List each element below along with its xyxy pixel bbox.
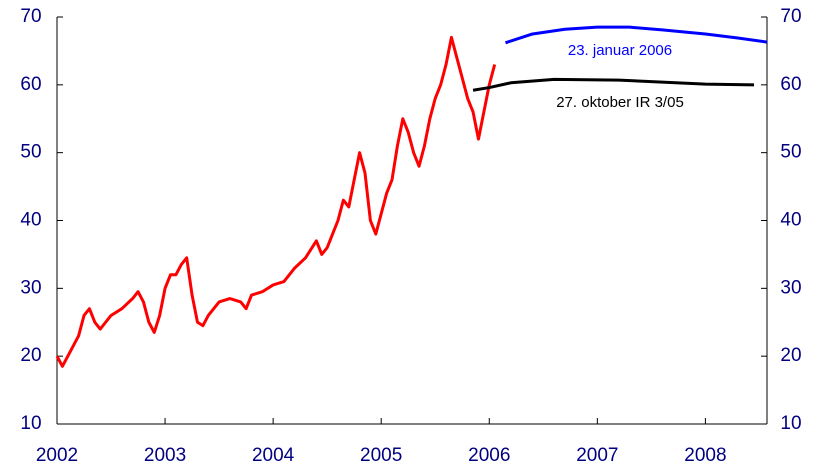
y2-tick-label: 30: [780, 277, 801, 298]
y2-tick-label: 10: [780, 413, 801, 434]
y2-tick-label: 20: [780, 345, 801, 366]
x-tick-label: 2006: [468, 445, 510, 466]
line: [55, 35, 497, 368]
line: [472, 77, 755, 92]
line: [505, 25, 768, 45]
x-tick-label: 2007: [576, 445, 618, 466]
annotation: 27. oktober IR 3/05: [556, 94, 684, 111]
y-tick-label: 20: [20, 345, 41, 366]
x-tick-label: 2004: [252, 445, 295, 466]
x-tick-label: 2003: [144, 445, 186, 466]
y-tick-label: 50: [20, 142, 41, 163]
y-tick-label: 40: [20, 210, 41, 231]
y-tick-label: 70: [20, 6, 41, 27]
y2-tick-label: 70: [780, 6, 801, 27]
y-tick-label: 30: [20, 277, 41, 298]
y2-tick-label: 50: [780, 142, 801, 163]
y-tick-label: 60: [20, 74, 41, 95]
x-tick-label: 2002: [36, 445, 78, 466]
x-tick-label: 2005: [360, 445, 402, 466]
y2-tick-label: 60: [780, 74, 801, 95]
y2-tick-label: 40: [780, 210, 801, 231]
x-tick-label: 2008: [684, 445, 726, 466]
y-tick-label: 10: [20, 413, 41, 434]
annotation: 23. januar 2006: [568, 42, 672, 59]
